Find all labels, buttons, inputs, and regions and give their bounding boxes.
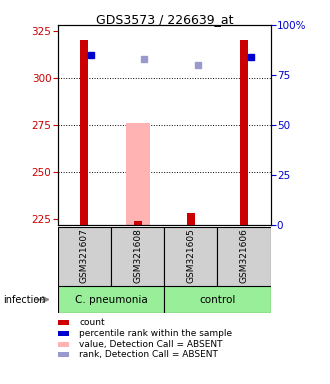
Text: C. pneumonia: C. pneumonia [75, 295, 147, 305]
Bar [58, 286, 164, 313]
Text: GSM321608: GSM321608 [133, 228, 142, 283]
Bar [111, 227, 164, 286]
Bar [164, 227, 217, 286]
Bar [134, 221, 142, 225]
Bar [187, 214, 195, 225]
Text: value, Detection Call = ABSENT: value, Detection Call = ABSENT [79, 339, 223, 349]
Text: percentile rank within the sample: percentile rank within the sample [79, 329, 232, 338]
Text: control: control [199, 295, 236, 305]
Text: GSM321606: GSM321606 [240, 228, 248, 283]
Bar [217, 227, 271, 286]
Text: GDS3573 / 226639_at: GDS3573 / 226639_at [96, 13, 234, 26]
Text: count: count [79, 318, 105, 327]
Bar [126, 123, 149, 225]
Text: GSM321607: GSM321607 [80, 228, 89, 283]
Bar [58, 227, 111, 286]
Text: GSM321605: GSM321605 [186, 228, 195, 283]
Bar [240, 40, 248, 225]
Bar [164, 286, 271, 313]
Bar [81, 40, 88, 225]
Text: infection: infection [3, 295, 46, 305]
Text: rank, Detection Call = ABSENT: rank, Detection Call = ABSENT [79, 350, 218, 359]
